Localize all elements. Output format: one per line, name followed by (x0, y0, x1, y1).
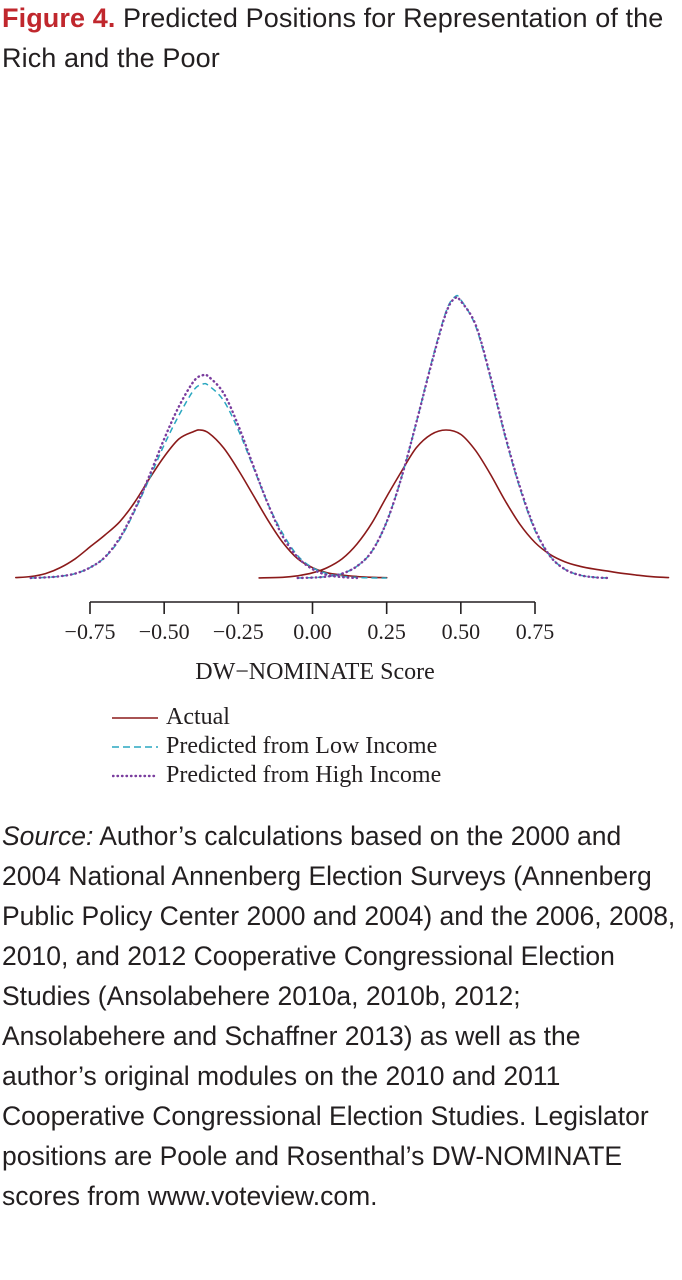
legend-swatch-low-income (112, 745, 158, 748)
x-tick-label: 0.75 (516, 619, 555, 644)
legend-label-high-income: Predicted from High Income (166, 762, 442, 788)
series-predicted-from-low-income-curve-1 (30, 382, 387, 579)
legend-swatch-actual (112, 716, 158, 719)
figure-label: Figure 4. (2, 3, 116, 33)
series-predicted-from-low-income-curve-2 (297, 294, 610, 579)
series-actual-curve-2 (258, 429, 670, 579)
series-predicted-from-high-income-curve-2 (296, 296, 611, 580)
figure-title: Figure 4. Predicted Positions for Repres… (2, 0, 678, 78)
x-tick-label: −0.75 (65, 619, 116, 644)
x-tick-label: 0.25 (367, 619, 406, 644)
source-text: Author’s calculations based on the 2000 … (2, 821, 676, 1211)
legend-label-low-income: Predicted from Low Income (166, 733, 438, 759)
chart-legend: Actual Predicted from Low Income Predict… (112, 703, 672, 790)
density-chart: −0.75 −0.50 −0.25 0.00 0.25 0.50 0.75 DW−NOMIN… (15, 294, 670, 685)
x-tick-label: 0.00 (293, 619, 332, 644)
x-axis: −0.75 −0.50 −0.25 0.00 0.25 0.50 0.75 (65, 601, 555, 644)
legend-swatch-high-income (112, 774, 158, 777)
series-predicted-from-high-income-curve-1 (29, 373, 359, 580)
legend-item-actual: Actual (112, 703, 672, 732)
x-tick-label: 0.50 (442, 619, 481, 644)
legend-item-low-income: Predicted from Low Income (112, 732, 672, 761)
x-axis-label: DW−NOMINATE Score (195, 659, 434, 685)
x-tick-label: −0.50 (139, 619, 190, 644)
figure-title-text: Predicted Positions for Representation o… (2, 3, 664, 73)
chart-curves (15, 294, 670, 580)
source-lead: Source: (2, 821, 94, 851)
x-tick-label: −0.25 (213, 619, 264, 644)
series-actual-curve-1 (15, 429, 388, 579)
source-note: Source: Author’s calculations based on t… (2, 816, 678, 1216)
legend-label-actual: Actual (166, 704, 230, 730)
legend-item-high-income: Predicted from High Income (112, 761, 672, 790)
